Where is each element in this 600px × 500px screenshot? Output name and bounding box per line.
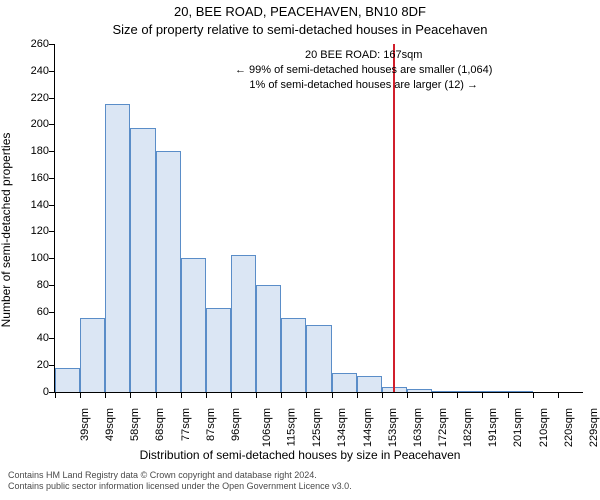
x-tick-label: 77sqm (180, 408, 192, 441)
histogram-bar (332, 373, 357, 392)
x-tick-label: 182sqm (462, 408, 474, 447)
y-tick-label: 40 (19, 332, 49, 344)
x-tick-label: 229sqm (588, 408, 600, 447)
x-tick-label: 125sqm (311, 408, 323, 447)
histogram-bar (206, 308, 231, 392)
x-axis-label: Distribution of semi-detached houses by … (0, 448, 600, 462)
callout-line-1: 20 BEE ROAD: 167sqm (235, 48, 492, 63)
histogram-bar (156, 151, 181, 392)
y-tick-label: 20 (19, 359, 49, 371)
x-tick-label: 191sqm (487, 408, 499, 447)
histogram-plot: 02040608010012014016018020022024026039sq… (54, 44, 583, 393)
y-tick-label: 120 (19, 225, 49, 237)
histogram-bar (508, 391, 533, 392)
x-tick-label: 220sqm (563, 408, 575, 447)
x-tick-label: 144sqm (362, 408, 374, 447)
y-tick-label: 100 (19, 252, 49, 264)
y-tick-label: 180 (19, 145, 49, 157)
histogram-bar (407, 389, 432, 392)
y-tick-label: 220 (19, 92, 49, 104)
x-tick-label: 49sqm (104, 408, 116, 441)
y-axis-label: Number of semi-detached properties (0, 133, 13, 328)
x-tick-label: 163sqm (412, 408, 424, 447)
histogram-bar (105, 104, 130, 392)
histogram-bar (231, 255, 256, 392)
footer-line-2: Contains public sector information licen… (8, 481, 592, 492)
x-tick-label: 87sqm (205, 408, 217, 441)
callout-line-2: ← 99% of semi-detached houses are smalle… (235, 63, 492, 78)
chart-subtitle: Size of property relative to semi-detach… (0, 22, 600, 37)
x-tick-label: 172sqm (437, 408, 449, 447)
x-tick-label: 96sqm (230, 408, 242, 441)
address-title: 20, BEE ROAD, PEACEHAVEN, BN10 8DF (0, 4, 600, 19)
reference-marker (393, 44, 395, 392)
x-tick-label: 201sqm (513, 408, 525, 447)
histogram-bar (482, 391, 507, 392)
y-tick-label: 60 (19, 306, 49, 318)
footer-line-1: Contains HM Land Registry data © Crown c… (8, 470, 592, 481)
x-tick-label: 39sqm (79, 408, 91, 441)
histogram-bar (256, 285, 281, 392)
histogram-bar (281, 318, 306, 392)
histogram-bar (306, 325, 331, 392)
x-tick-label: 153sqm (387, 408, 399, 447)
histogram-bar (130, 128, 155, 392)
histogram-bar (357, 376, 382, 392)
y-tick-label: 200 (19, 118, 49, 130)
footer-attribution: Contains HM Land Registry data © Crown c… (8, 470, 592, 493)
y-tick-label: 80 (19, 279, 49, 291)
y-tick-label: 240 (19, 65, 49, 77)
y-tick-label: 260 (19, 38, 49, 50)
histogram-bar (457, 391, 482, 392)
callout-line-3: 1% of semi-detached houses are larger (1… (235, 78, 492, 93)
histogram-bar (55, 368, 80, 392)
histogram-bar (80, 318, 105, 392)
y-tick-label: 160 (19, 172, 49, 184)
x-tick-label: 134sqm (337, 408, 349, 447)
histogram-bar (432, 391, 457, 392)
annotation-callout: 20 BEE ROAD: 167sqm ← 99% of semi-detach… (235, 48, 492, 93)
y-tick-label: 140 (19, 199, 49, 211)
x-tick-label: 106sqm (261, 408, 273, 447)
x-tick-label: 58sqm (129, 408, 141, 441)
x-tick-label: 115sqm (285, 408, 297, 446)
x-tick-label: 210sqm (538, 408, 550, 447)
x-tick-label: 68sqm (154, 408, 166, 441)
histogram-bar (181, 258, 206, 392)
y-tick-label: 0 (19, 386, 49, 398)
